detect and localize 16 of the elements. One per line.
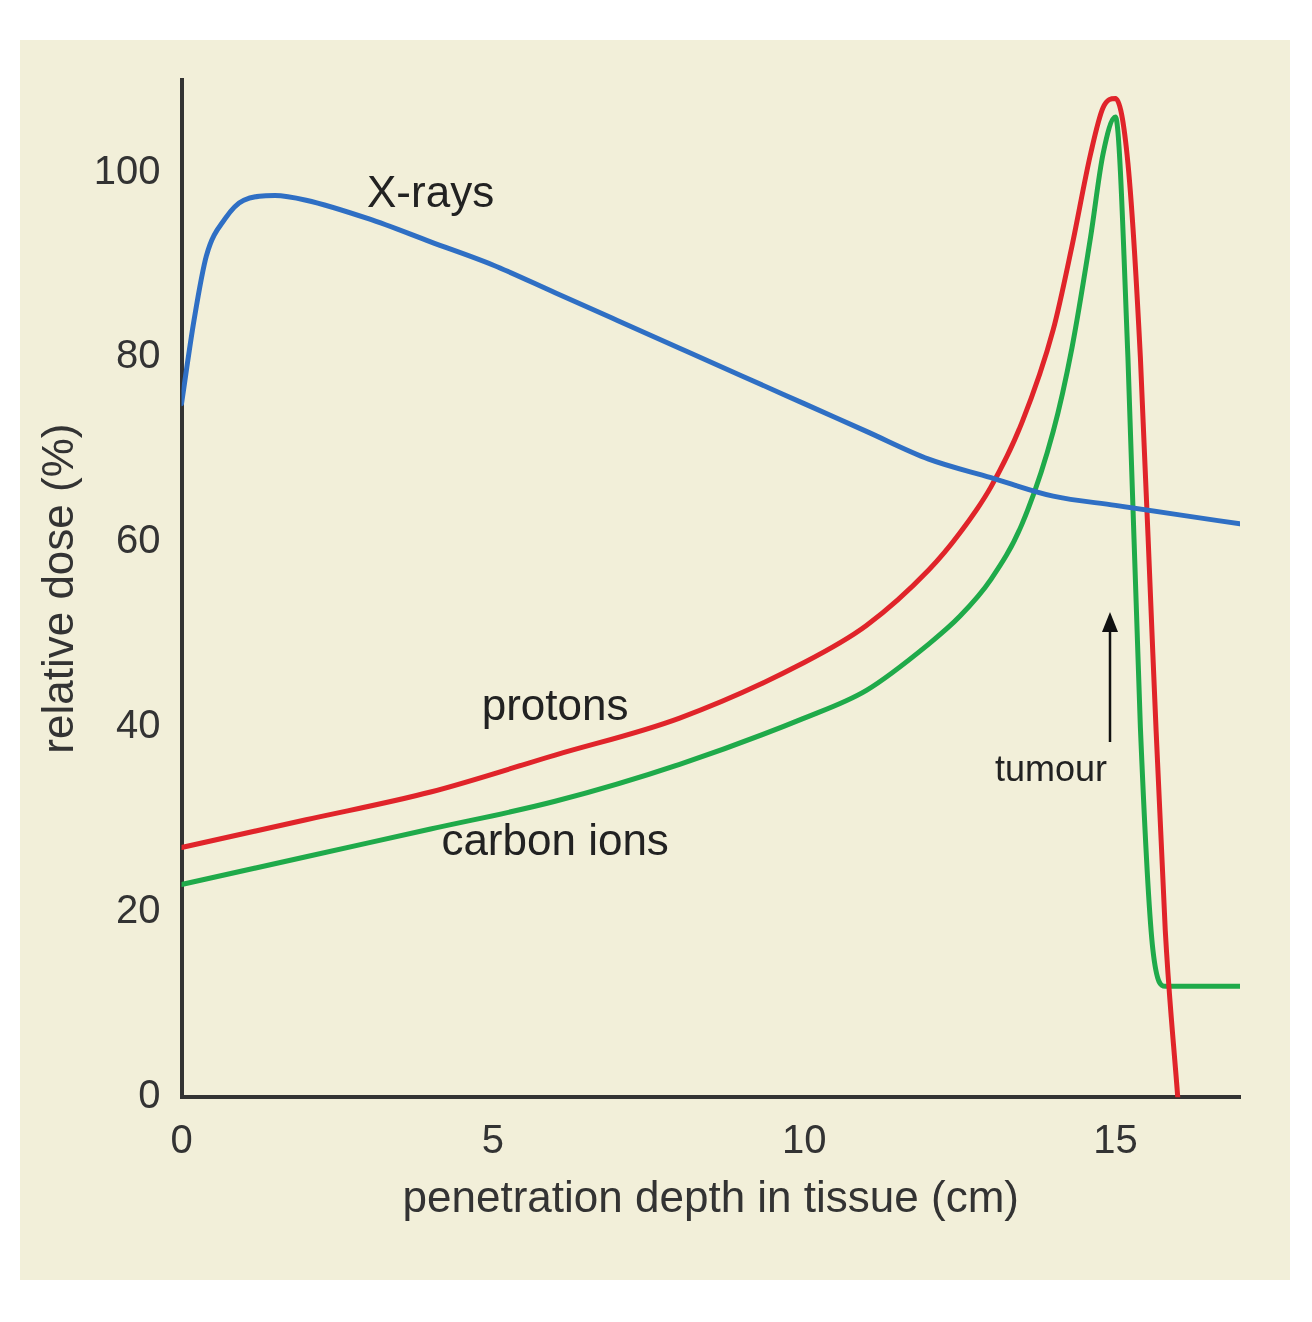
y-axis-title: relative dose (%) [32, 423, 82, 754]
x-axis-title: penetration depth in tissue (cm) [402, 1171, 1019, 1221]
y-tick-label: 100 [93, 147, 161, 192]
series-label: X-rays [367, 166, 495, 216]
x-tick-label: 15 [1093, 1117, 1138, 1162]
y-tick-label: 80 [116, 332, 161, 377]
x-tick-label: 0 [170, 1117, 193, 1162]
x-tick-label: 10 [781, 1117, 827, 1162]
y-tick-label: 20 [116, 887, 161, 932]
y-tick-label: 60 [116, 517, 161, 562]
y-tick-label: 0 [138, 1072, 161, 1117]
y-tick-label: 40 [116, 702, 161, 747]
series-label: carbon ions [441, 815, 669, 865]
series-label: protons [481, 680, 629, 730]
x-tick-label: 5 [481, 1117, 504, 1162]
annotation: tumour [995, 748, 1108, 790]
